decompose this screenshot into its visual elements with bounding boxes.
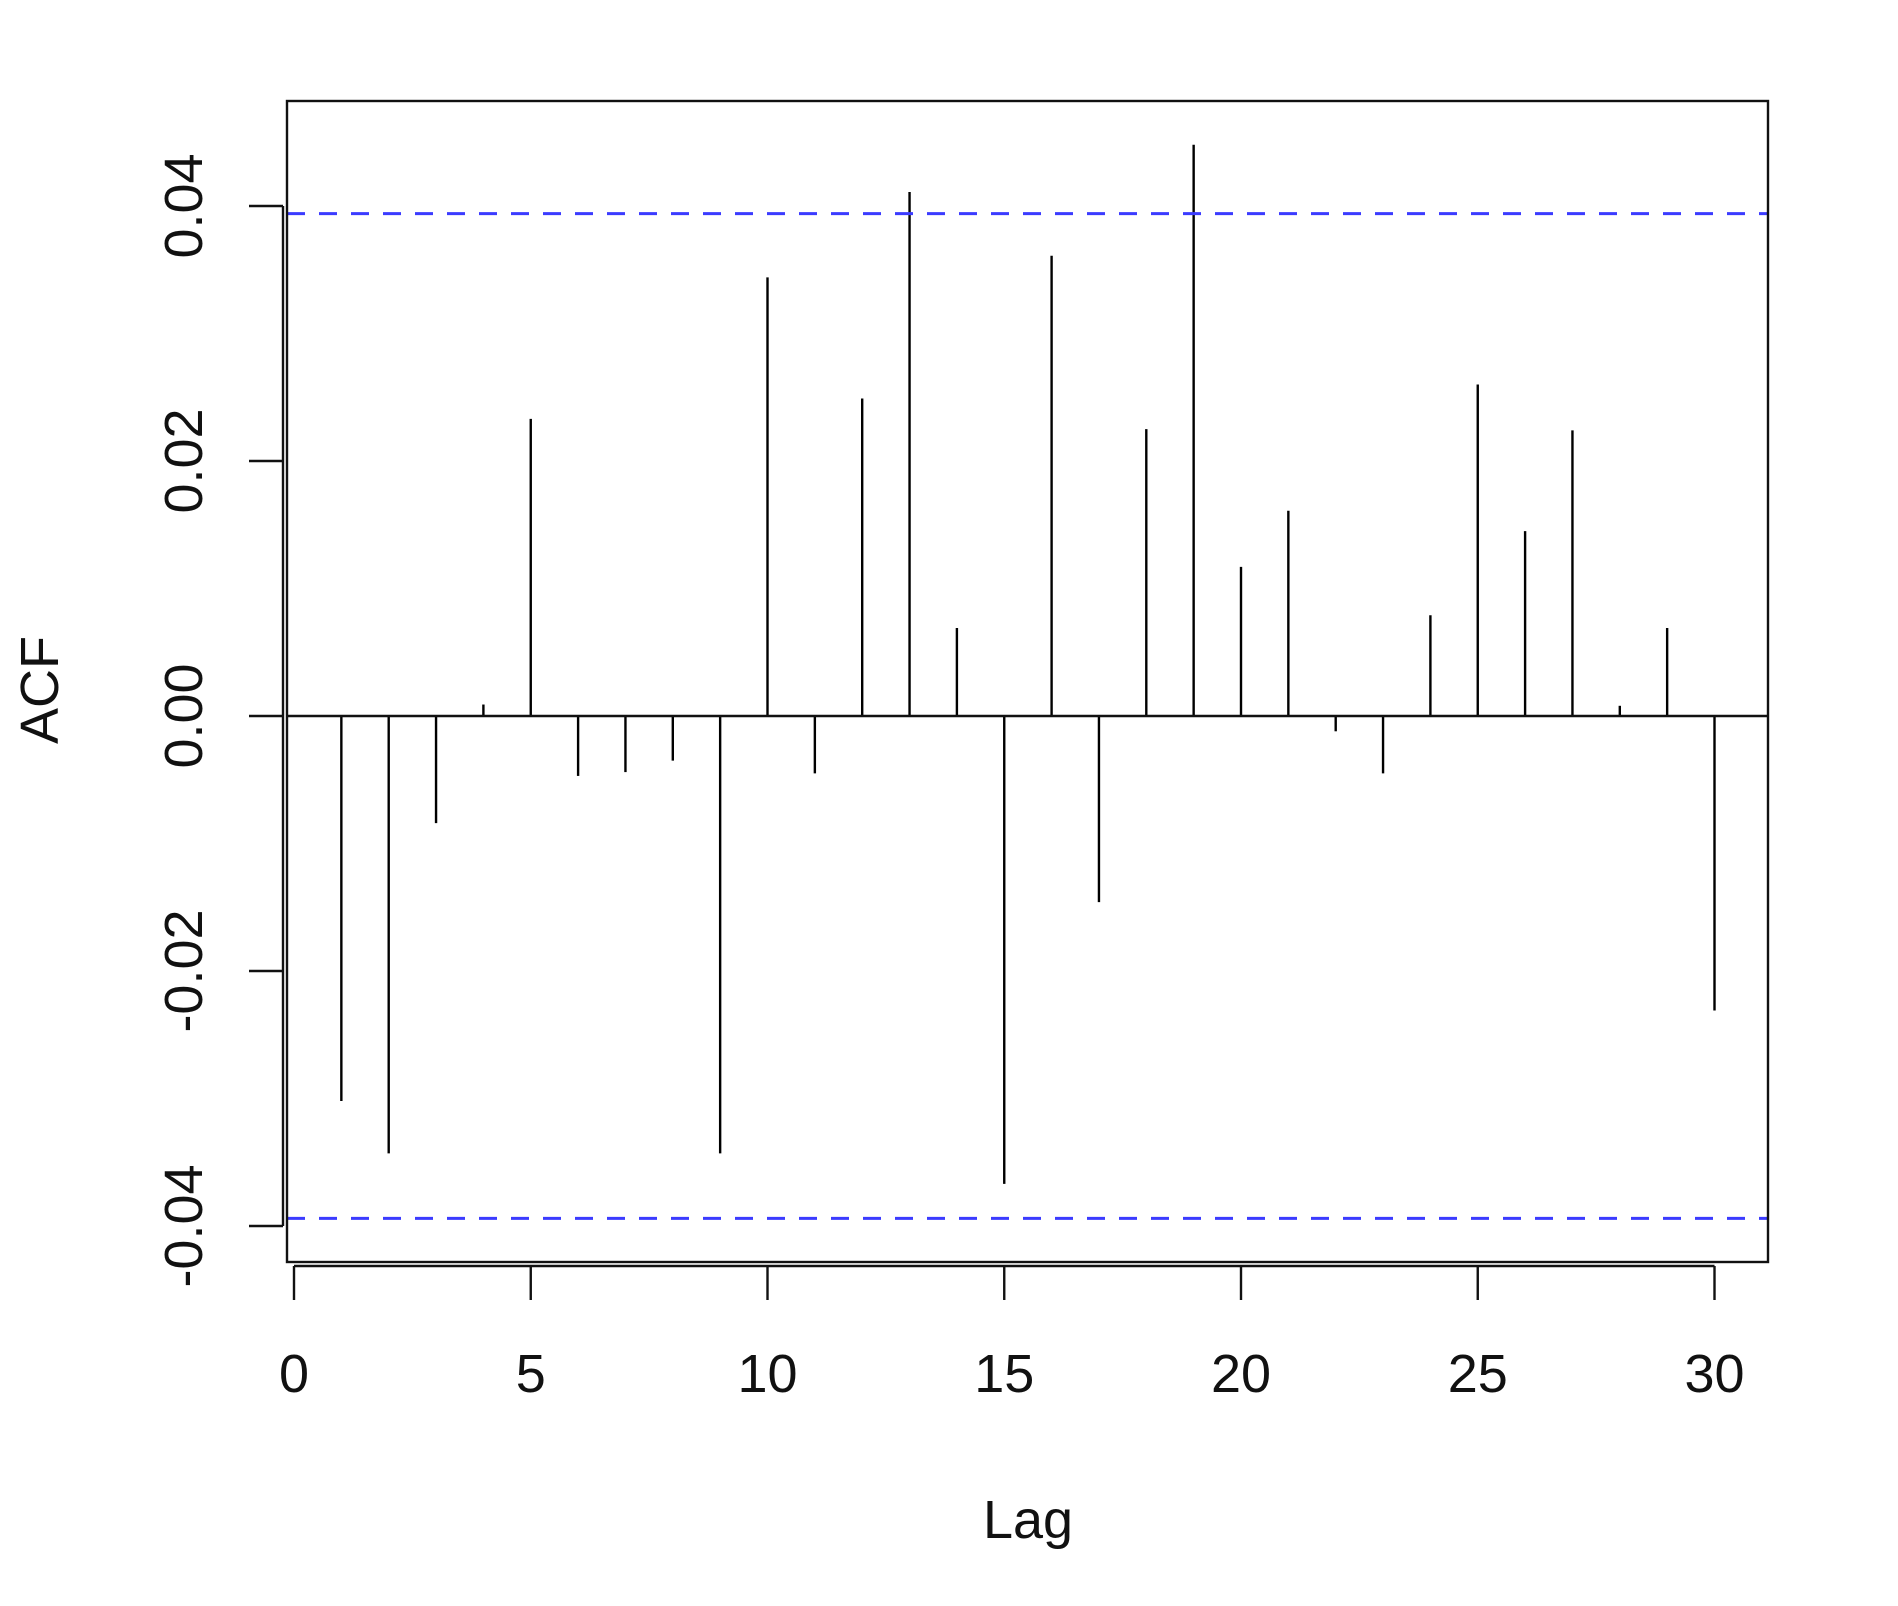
y-axis-label: ACF bbox=[10, 636, 70, 744]
y-tick-label: 0.00 bbox=[154, 663, 214, 768]
acf-spikes bbox=[340, 144, 1716, 1184]
x-axis: 0 5 10 15 20 25 30 bbox=[279, 1264, 1745, 1404]
y-tick-label: 0.02 bbox=[154, 408, 214, 513]
y-tick-label: -0.04 bbox=[154, 1164, 214, 1287]
x-tick-label: 30 bbox=[1684, 1344, 1744, 1404]
plot-frame bbox=[285, 99, 1770, 1264]
y-tick-label: 0.04 bbox=[154, 153, 214, 258]
x-tick-label: 20 bbox=[1211, 1344, 1271, 1404]
x-tick-label: 5 bbox=[516, 1344, 546, 1404]
x-axis-label: Lag bbox=[983, 1490, 1073, 1550]
x-tick-label: 10 bbox=[737, 1344, 797, 1404]
confidence-bounds bbox=[287, 212, 1768, 1220]
y-axis: -0.04 -0.02 0.00 0.02 0.04 bbox=[154, 153, 285, 1288]
y-tick-label: -0.02 bbox=[154, 909, 214, 1032]
x-tick-label: 15 bbox=[974, 1344, 1034, 1404]
x-tick-label: 0 bbox=[279, 1344, 309, 1404]
x-tick-label: 25 bbox=[1448, 1344, 1508, 1404]
